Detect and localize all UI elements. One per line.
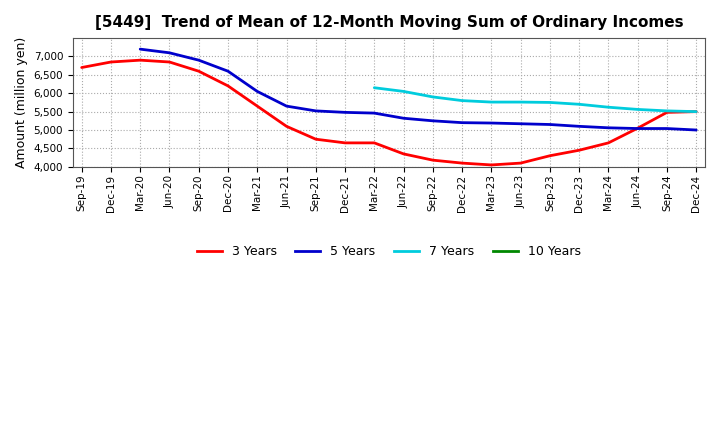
3 Years — [604, 140, 613, 146]
3 Years — [692, 109, 701, 114]
3 Years — [634, 125, 642, 131]
5 Years — [136, 47, 145, 52]
7 Years — [604, 105, 613, 110]
3 Years — [458, 161, 467, 166]
5 Years — [400, 116, 408, 121]
Y-axis label: Amount (million yen): Amount (million yen) — [15, 37, 28, 168]
7 Years — [458, 98, 467, 103]
3 Years — [312, 136, 320, 142]
5 Years — [282, 103, 291, 109]
3 Years — [516, 161, 525, 166]
7 Years — [428, 94, 437, 99]
5 Years — [575, 124, 583, 129]
Title: [5449]  Trend of Mean of 12-Month Moving Sum of Ordinary Incomes: [5449] Trend of Mean of 12-Month Moving … — [94, 15, 683, 30]
5 Years — [194, 58, 203, 63]
5 Years — [692, 127, 701, 132]
3 Years — [662, 110, 671, 115]
5 Years — [165, 50, 174, 55]
7 Years — [487, 99, 495, 105]
Line: 5 Years: 5 Years — [140, 49, 696, 130]
3 Years — [487, 162, 495, 168]
3 Years — [165, 59, 174, 65]
3 Years — [253, 103, 261, 109]
7 Years — [575, 102, 583, 107]
3 Years — [546, 153, 554, 158]
5 Years — [458, 120, 467, 125]
5 Years — [604, 125, 613, 130]
7 Years — [692, 109, 701, 114]
5 Years — [662, 126, 671, 131]
Line: 7 Years: 7 Years — [374, 88, 696, 112]
5 Years — [428, 118, 437, 124]
5 Years — [370, 110, 379, 116]
7 Years — [662, 108, 671, 114]
7 Years — [516, 99, 525, 105]
5 Years — [516, 121, 525, 126]
3 Years — [428, 158, 437, 163]
3 Years — [224, 83, 233, 88]
5 Years — [634, 126, 642, 131]
5 Years — [312, 108, 320, 114]
3 Years — [136, 58, 145, 63]
3 Years — [341, 140, 349, 146]
7 Years — [546, 100, 554, 105]
3 Years — [575, 147, 583, 153]
3 Years — [400, 151, 408, 157]
7 Years — [634, 107, 642, 112]
3 Years — [282, 124, 291, 129]
7 Years — [400, 89, 408, 94]
Line: 3 Years: 3 Years — [81, 60, 696, 165]
5 Years — [224, 69, 233, 74]
3 Years — [194, 69, 203, 74]
5 Years — [253, 89, 261, 94]
5 Years — [546, 122, 554, 127]
3 Years — [370, 140, 379, 146]
Legend: 3 Years, 5 Years, 7 Years, 10 Years: 3 Years, 5 Years, 7 Years, 10 Years — [192, 240, 586, 263]
7 Years — [370, 85, 379, 90]
3 Years — [77, 65, 86, 70]
3 Years — [107, 59, 115, 65]
5 Years — [487, 121, 495, 126]
5 Years — [341, 110, 349, 115]
